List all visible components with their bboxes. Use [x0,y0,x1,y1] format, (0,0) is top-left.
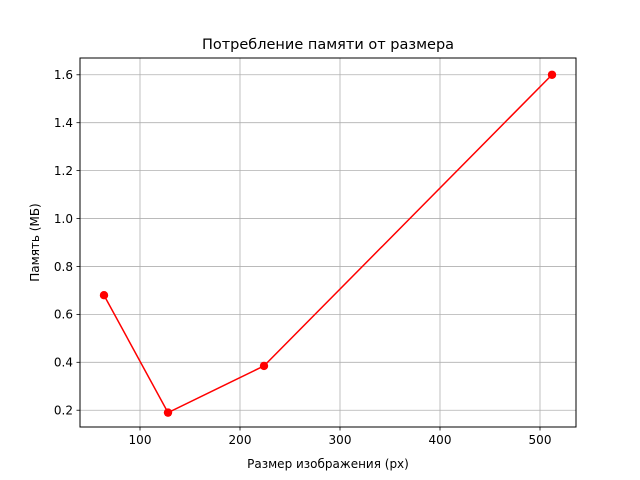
y-tick-label: 1.0 [54,212,73,226]
y-tick-label: 1.4 [54,116,73,130]
data-point [163,408,173,417]
x-tick-label: 200 [229,433,252,447]
x-axis-label: Размер изображения (px) [247,457,409,471]
y-tick-label: 1.2 [54,164,73,178]
y-tick-label: 0.6 [54,308,73,322]
y-axis: 0.2 0.4 0.6 0.8 1.0 1.2 1.4 1.6 [54,68,80,418]
y-tick-label: 0.4 [54,356,73,370]
plot-frame [79,57,577,428]
y-axis-label: Память (МБ) [28,203,42,281]
data-point [99,291,109,300]
x-tick-label: 100 [129,433,152,447]
chart-title: Потребление памяти от размера [202,37,454,53]
data-point [259,361,269,371]
x-tick-label: 300 [329,433,352,447]
series-layer [99,70,557,417]
grid [80,58,576,427]
data-point [547,70,557,79]
y-tick-label: 1.6 [54,68,73,82]
y-tick-label: 0.8 [54,260,73,274]
y-tick-label: 0.2 [54,404,73,418]
x-tick-label: 500 [529,433,552,447]
x-axis: 100 200 300 400 500 [129,427,552,447]
x-tick-label: 400 [429,433,452,447]
series-line [103,74,553,414]
